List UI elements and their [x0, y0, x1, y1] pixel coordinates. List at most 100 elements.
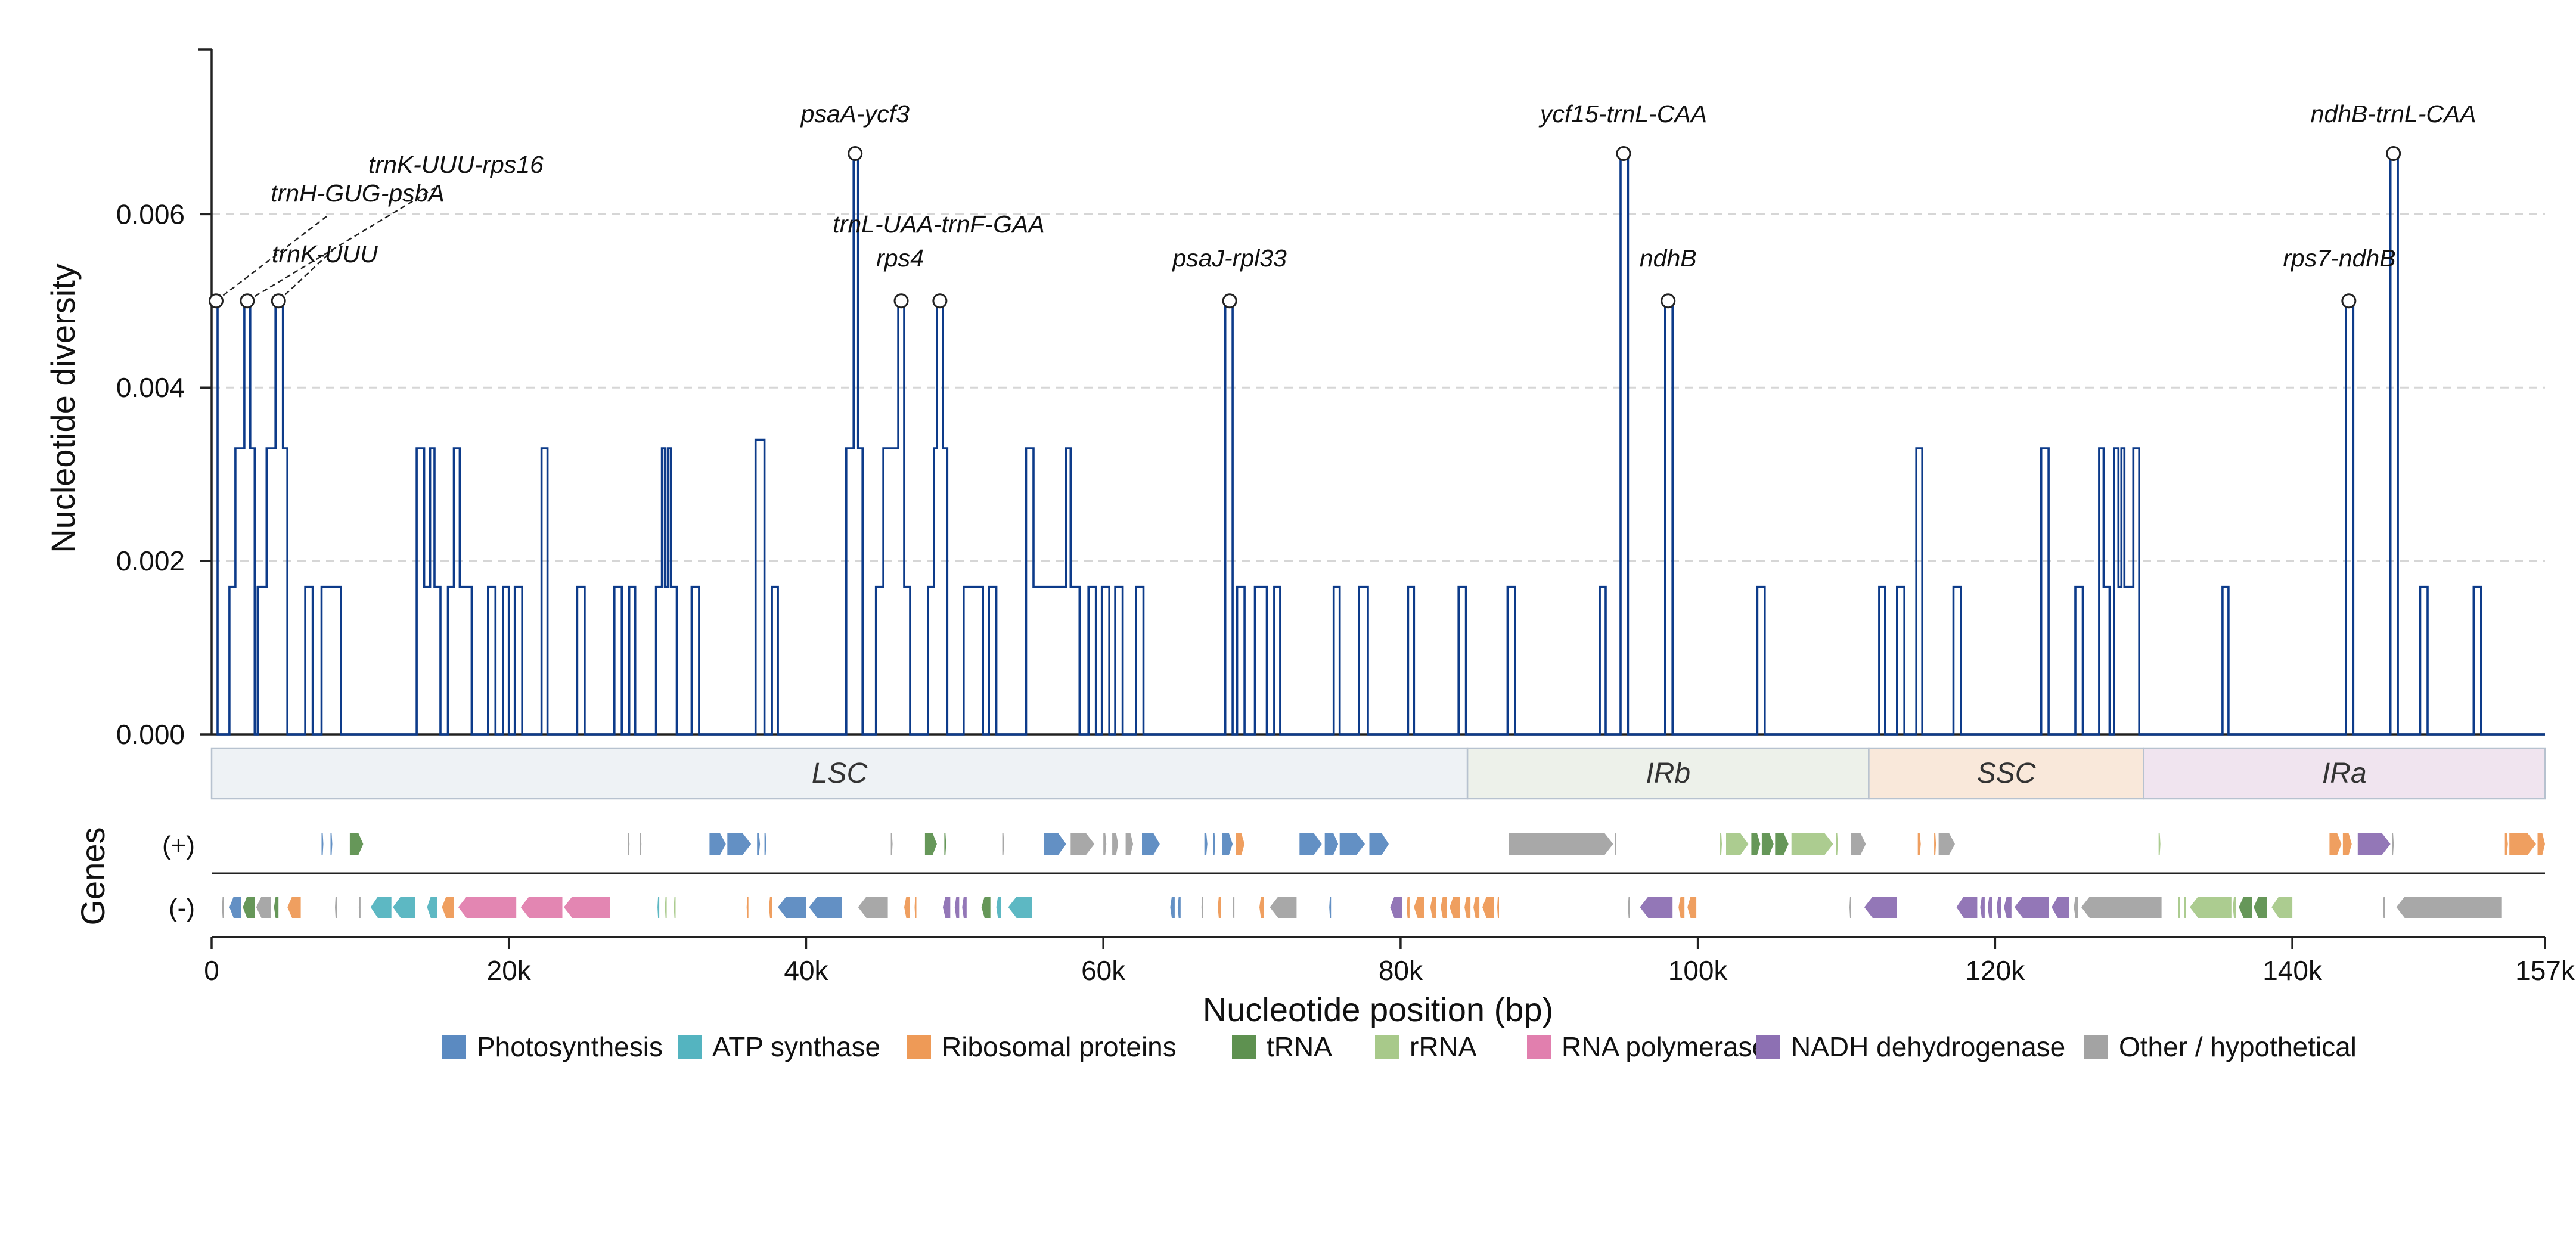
peak-label: ndhB-trnL-CAA [2311, 100, 2476, 128]
gene-arrow [890, 833, 893, 855]
gene-arrow [1270, 897, 1297, 918]
x-tick-label: 20k [487, 955, 532, 986]
gene-arrow [458, 897, 517, 918]
x-tick-label: 157k [2515, 955, 2575, 986]
gene-arrow [2271, 897, 2293, 918]
gene-arrow [2396, 897, 2502, 918]
peak-marker [932, 293, 948, 309]
peak-label: rps4 [876, 244, 924, 272]
gene-arrow [335, 897, 337, 918]
gene-arrow [858, 897, 888, 918]
gene-arrow [564, 897, 610, 918]
peak-marker [2341, 293, 2357, 309]
legend-swatch [1756, 1035, 1780, 1059]
strand-label-minus: (-) [169, 894, 195, 923]
peak-label: trnH-GUG-psbA [271, 179, 445, 207]
y-tick-label: 0.000 [116, 719, 185, 750]
x-tick-label: 140k [2262, 955, 2323, 986]
x-tick-label: 40k [784, 955, 828, 986]
gene-arrow [1497, 897, 1499, 918]
gene-arrow [1464, 897, 1471, 918]
peak-label: ycf15-trnL-CAA [1538, 100, 1707, 128]
gene-arrow [1628, 897, 1630, 918]
legend-swatch [678, 1035, 702, 1059]
gene-arrow [1751, 833, 1761, 855]
x-tick-label: 100k [1668, 955, 1728, 986]
gene-arrow [1125, 833, 1134, 855]
legend-swatch [442, 1035, 466, 1059]
gene-arrow [229, 897, 241, 918]
peak-marker [208, 293, 224, 309]
gene-arrow [1980, 897, 1985, 918]
peak-marker [848, 146, 863, 162]
x-tick-label: 120k [1965, 955, 2025, 986]
peak-marker [240, 293, 255, 309]
gene-arrow [2392, 833, 2394, 855]
gene-arrow [1482, 897, 1494, 918]
gene-arrow [1775, 833, 1789, 855]
legend-swatch [907, 1035, 931, 1059]
gene-arrow [321, 833, 324, 855]
gene-arrow [1851, 833, 1866, 855]
gene-arrow [520, 897, 563, 918]
peak-marker [1616, 146, 1631, 162]
gene-arrow [1070, 833, 1095, 855]
peak-marker [2386, 146, 2401, 162]
gene-arrow [1996, 897, 2001, 918]
gene-arrow [1791, 833, 1833, 855]
gene-arrow [1142, 833, 1160, 855]
gene-arrow [640, 833, 642, 855]
peak-label: trnK-UUU [272, 240, 378, 268]
y-tick-label: 0.004 [116, 372, 185, 403]
peak-marker [271, 293, 286, 309]
gene-arrow [1222, 833, 1233, 855]
gene-arrow [2081, 897, 2162, 918]
gene-arrow [942, 897, 951, 918]
gene-arrow [2233, 897, 2236, 918]
gene-arrow [1406, 897, 1410, 918]
peak-marker [1661, 293, 1676, 309]
gene-arrow [1934, 833, 1936, 855]
peak-label: trnL-UAA-trnF-GAA [833, 210, 1044, 238]
gene-arrow [944, 833, 946, 855]
gene-arrow [1103, 833, 1107, 855]
legend-swatch [1375, 1035, 1399, 1059]
gene-arrow [1864, 897, 1897, 918]
diversity-line [212, 152, 2545, 736]
legend-label: Ribosomal proteins [942, 1031, 1177, 1062]
gene-arrow [1849, 897, 1851, 918]
grid-lines [212, 213, 2545, 562]
gene-arrow [2158, 833, 2161, 855]
legend-label: RNA polymerase [1562, 1031, 1767, 1062]
peak-leader-line [278, 249, 334, 302]
y-axis-title: Nucleotide diversity [44, 263, 82, 553]
legend-swatch [1232, 1035, 1256, 1059]
gene-arrow [2014, 897, 2049, 918]
legend-label: rRNA [1410, 1031, 1477, 1062]
legend: Photosynthesis ATP synthase Ribosomal prot… [442, 1031, 2357, 1062]
gene-arrow [1236, 833, 1245, 855]
gene-arrow [1640, 897, 1673, 918]
peak-marker [893, 293, 909, 309]
peak-label: psaA-ycf3 [800, 100, 910, 128]
gene-arrow [2254, 897, 2267, 918]
gene-arrow [2178, 897, 2180, 918]
gene-arrow [1430, 897, 1436, 918]
gene-arrow [1213, 833, 1215, 855]
genes-axis-title: Genes [74, 827, 111, 926]
gene-arrow [1329, 897, 1332, 918]
gene-tracks [222, 833, 2545, 918]
region-label: SSC [1977, 758, 2036, 789]
gene-arrow [1008, 897, 1032, 918]
region-label: LSC [812, 758, 868, 789]
region-bar: LSC IRb SSC IRa [210, 747, 2546, 800]
gene-arrow [674, 897, 676, 918]
gene-arrow [274, 897, 279, 918]
gene-arrow [442, 897, 454, 918]
gene-arrow [1339, 833, 1365, 855]
y-tick-label: 0.002 [116, 545, 185, 576]
gene-arrow [1299, 833, 1322, 855]
gene-arrow [256, 897, 271, 918]
gene-arrow [2074, 897, 2078, 918]
